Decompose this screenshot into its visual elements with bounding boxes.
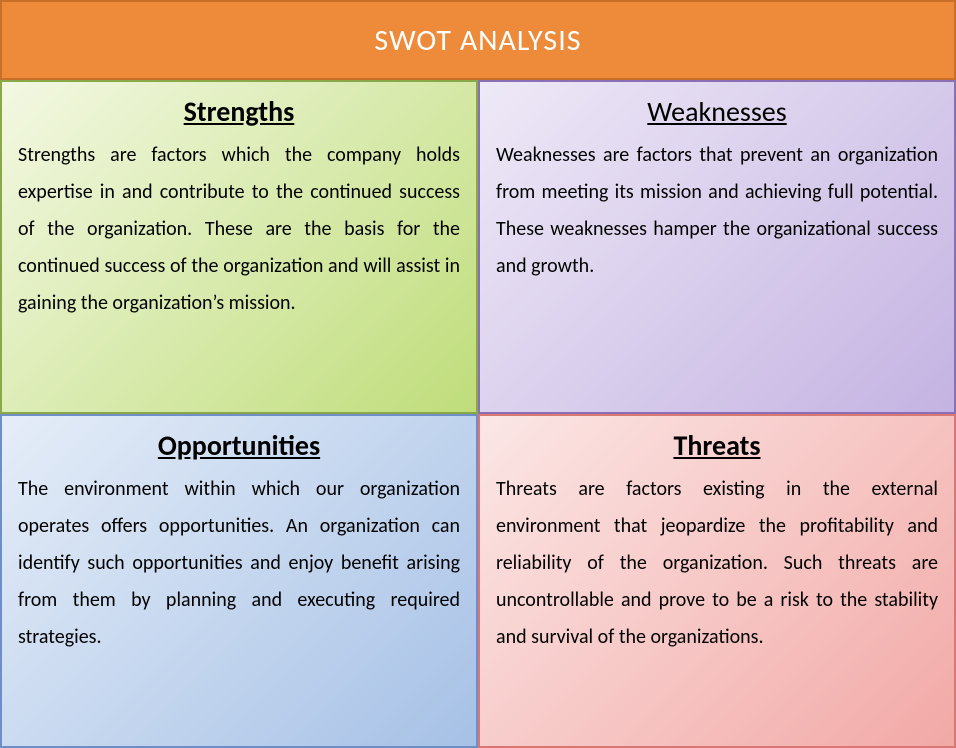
swot-container: SWOT ANALYSIS Strengths Strengths are fa… (0, 0, 956, 748)
opportunities-body: The environment within which our organiz… (18, 471, 460, 656)
threats-body: Threats are factors existing in the exte… (496, 471, 938, 656)
swot-title: SWOT ANALYSIS (374, 22, 581, 59)
strengths-body: Strengths are factors which the company … (18, 137, 460, 322)
weaknesses-title: Weaknesses (496, 94, 938, 129)
opportunities-title: Opportunities (18, 428, 460, 463)
weaknesses-body: Weaknesses are factors that prevent an o… (496, 137, 938, 285)
swot-grid: Strengths Strengths are factors which th… (0, 80, 956, 748)
quadrant-opportunities: Opportunities The environment within whi… (0, 414, 478, 748)
threats-title: Threats (496, 428, 938, 463)
strengths-title: Strengths (18, 94, 460, 129)
quadrant-strengths: Strengths Strengths are factors which th… (0, 80, 478, 414)
quadrant-weaknesses: Weaknesses Weaknesses are factors that p… (478, 80, 956, 414)
swot-header: SWOT ANALYSIS (0, 0, 956, 80)
quadrant-threats: Threats Threats are factors existing in … (478, 414, 956, 748)
